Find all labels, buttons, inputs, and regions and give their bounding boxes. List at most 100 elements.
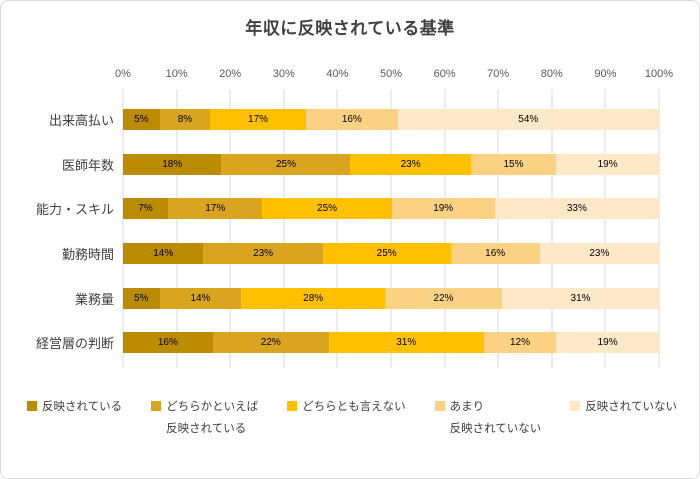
legend-item[interactable]: 反映されている xyxy=(27,397,122,419)
category-label: 業務量 xyxy=(74,291,114,307)
x-axis-tick: 60% xyxy=(433,68,456,80)
bar-value-label: 16% xyxy=(157,337,178,349)
category-label: 出来高払い xyxy=(48,112,114,128)
bar-segment[interactable]: 17% xyxy=(210,108,307,130)
legend-swatch xyxy=(27,401,37,411)
gridline xyxy=(497,89,499,368)
gridline xyxy=(229,89,231,368)
bar-segment[interactable]: 25% xyxy=(221,153,351,175)
bar-segment[interactable]: 16% xyxy=(306,108,398,130)
bar-value-label: 23% xyxy=(253,247,274,259)
bar-value-label: 14% xyxy=(153,247,174,259)
bar-segment[interactable]: 23% xyxy=(350,153,471,175)
legend-item[interactable]: どちらとも言えない xyxy=(287,397,406,419)
gridline xyxy=(283,89,285,368)
bar-segment[interactable]: 5% xyxy=(123,287,160,309)
bar-segment[interactable]: 12% xyxy=(483,332,557,354)
x-axis: 0% 10% 20% 30% 40% 50% 60% 70% 80% 90% 100% xyxy=(115,68,673,82)
category-label: 勤務時間 xyxy=(61,246,114,262)
bar-value-label: 22% xyxy=(433,292,454,304)
bar-segment[interactable]: 19% xyxy=(556,332,660,354)
bar-value-label: 25% xyxy=(275,158,296,170)
bar-value-label: 54% xyxy=(518,113,539,125)
legend-label: 反映されていない xyxy=(585,401,677,413)
x-axis-tick: 20% xyxy=(219,68,242,80)
legend-item[interactable]: あまり 反映されていない xyxy=(434,397,542,441)
bar-segment[interactable]: 25% xyxy=(262,198,392,220)
bar-value-label: 16% xyxy=(341,113,362,125)
bar-track: 14% 23% 25% 16% 23% xyxy=(123,242,659,264)
bar-value-label: 5% xyxy=(134,292,149,304)
x-axis-tick: 70% xyxy=(487,68,510,80)
bar-segment[interactable]: 31% xyxy=(502,287,659,309)
bar-segment[interactable]: 23% xyxy=(539,242,659,264)
x-axis-tick: 0% xyxy=(115,68,131,80)
bar-segment[interactable]: 22% xyxy=(384,287,503,309)
legend-item[interactable]: どちらかといえば 反映されている xyxy=(151,397,258,441)
bar-value-label: 16% xyxy=(485,247,506,259)
bar-value-label: 19% xyxy=(597,158,618,170)
bar-segment[interactable]: 22% xyxy=(212,332,329,354)
legend-swatch xyxy=(287,401,298,411)
bar-value-label: 17% xyxy=(205,203,226,215)
bar-value-label: 19% xyxy=(433,203,454,215)
bar-value-label: 23% xyxy=(400,158,421,170)
bar-value-label: 25% xyxy=(317,203,338,215)
bar-segment[interactable]: 33% xyxy=(494,198,659,220)
bar-segment[interactable]: 31% xyxy=(328,332,484,354)
gridline xyxy=(604,89,606,368)
legend-swatch xyxy=(434,401,445,411)
bar-segment[interactable]: 16% xyxy=(450,242,540,264)
bar-value-label: 19% xyxy=(597,337,618,349)
bar-track: 18% 25% 23% 15% 19% xyxy=(123,153,660,175)
bar-row: 出来高払い 5% 8% 17% 16% 54% xyxy=(49,97,660,142)
bar-track: 5% 8% 17% 16% 54% xyxy=(123,108,660,130)
x-axis-tick: 100% xyxy=(644,68,674,80)
bar-segment[interactable]: 14% xyxy=(159,287,242,309)
bar-value-label: 15% xyxy=(503,158,524,170)
bar-segment[interactable]: 19% xyxy=(556,153,660,175)
bar-track: 5% 14% 28% 22% 31% xyxy=(123,287,659,309)
bar-value-label: 5% xyxy=(134,113,149,125)
bar-segment[interactable]: 19% xyxy=(391,198,495,220)
legend-label: あまり 反映されていない xyxy=(449,401,542,435)
bar-row: 経営層の判断 16% 22% 31% 12% 19% xyxy=(36,320,660,365)
legend-label: どちらかといえば 反映されている xyxy=(166,401,259,435)
category-label: 能力・スキル xyxy=(35,202,114,218)
bar-segment[interactable]: 16% xyxy=(123,332,213,354)
gridline xyxy=(444,89,446,368)
gridline xyxy=(122,89,124,368)
bar-rows: 出来高払い 5% 8% 17% 16% 54% 医師年数 18% 25% 23% 15% 19% 能力・… xyxy=(36,89,660,368)
bar-row: 能力・スキル 7% 17% 25% 19% 33% xyxy=(36,186,659,231)
category-label: 医師年数 xyxy=(61,157,114,173)
bar-segment[interactable]: 28% xyxy=(241,287,385,309)
bar-row: 医師年数 18% 25% 23% 15% 19% xyxy=(62,142,660,187)
bar-segment[interactable]: 15% xyxy=(470,153,557,175)
chart-title: 年収に反映されている基準 xyxy=(245,19,455,38)
bar-segment[interactable]: 23% xyxy=(203,242,323,264)
bar-value-label: 25% xyxy=(376,247,397,259)
gridline xyxy=(336,89,338,368)
legend-item[interactable]: 反映されていない xyxy=(570,397,677,419)
x-axis-tick: 80% xyxy=(540,68,563,80)
bar-value-label: 17% xyxy=(248,113,269,125)
bar-segment[interactable]: 14% xyxy=(123,242,204,264)
bar-row: 業務量 5% 14% 28% 22% 31% xyxy=(75,276,659,321)
bar-segment[interactable]: 7% xyxy=(123,198,169,220)
x-axis-tick: 90% xyxy=(594,68,617,80)
bar-segment[interactable]: 54% xyxy=(397,108,660,130)
bar-segment[interactable]: 25% xyxy=(322,242,451,264)
bar-segment[interactable]: 18% xyxy=(123,153,222,175)
bar-segment[interactable]: 5% xyxy=(123,108,160,130)
bar-value-label: 23% xyxy=(589,247,610,259)
x-axis-tick: 10% xyxy=(165,68,188,80)
bar-segment[interactable]: 8% xyxy=(159,108,211,130)
bar-value-label: 31% xyxy=(570,292,591,304)
bar-segment[interactable]: 17% xyxy=(168,198,263,220)
x-axis-tick: 30% xyxy=(272,68,295,80)
x-axis-tick: 40% xyxy=(326,68,349,80)
legend-swatch xyxy=(151,401,162,411)
gridline xyxy=(658,89,660,368)
gridline xyxy=(176,89,178,368)
